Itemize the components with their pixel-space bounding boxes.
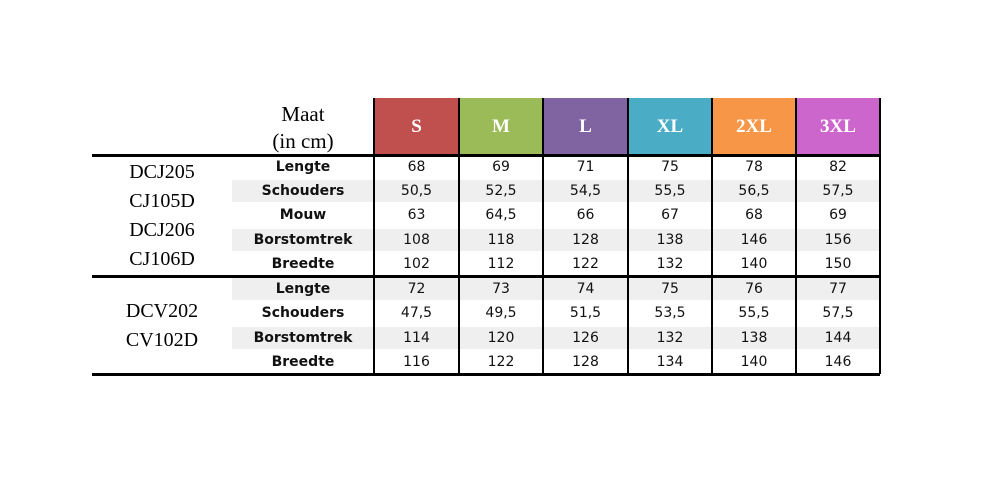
row-label: Schouders [232, 180, 374, 203]
cell-value: 134 [629, 350, 711, 374]
cell-value: 112 [460, 252, 542, 275]
row-label: Lengte [232, 156, 374, 179]
cell-value: 47,5 [375, 302, 458, 325]
header-subtitle: (in cm) [272, 128, 334, 153]
model-name: DCJ206 [129, 218, 195, 241]
cell-value: 51,5 [544, 302, 627, 325]
cell-value: 108 [375, 228, 458, 251]
cell-value: 144 [797, 326, 879, 349]
cell-value: 68 [375, 156, 458, 179]
rule [458, 98, 460, 374]
size-header: 3XL [796, 98, 880, 155]
row-label: Breedte [232, 350, 374, 374]
cell-value: 56,5 [713, 180, 795, 203]
rule [627, 98, 629, 374]
rule [879, 98, 881, 374]
row-label: Mouw [232, 204, 374, 227]
cell-value: 71 [544, 156, 627, 179]
cell-value: 146 [797, 350, 879, 374]
cell-value: 55,5 [629, 180, 711, 203]
cell-value: 68 [713, 204, 795, 227]
cell-value: 57,5 [797, 180, 879, 203]
cell-value: 49,5 [460, 302, 542, 325]
row-label: Borstomtrek [232, 228, 374, 251]
cell-value: 150 [797, 252, 879, 275]
cell-value: 126 [544, 326, 627, 349]
cell-value: 132 [629, 252, 711, 275]
cell-value: 102 [375, 252, 458, 275]
row-label: Lengte [232, 278, 374, 301]
model-name: DCJ205 [129, 160, 195, 183]
size-header: S [374, 98, 459, 155]
cell-value: 116 [375, 350, 458, 374]
size-header: XL [628, 98, 712, 155]
rule [795, 98, 797, 374]
cell-value: 75 [629, 278, 711, 301]
size-header: M [459, 98, 543, 155]
cell-value: 82 [797, 156, 879, 179]
header-title: Maat [281, 101, 325, 126]
cell-value: 77 [797, 278, 879, 301]
cell-value: 138 [713, 326, 795, 349]
cell-value: 53,5 [629, 302, 711, 325]
cell-value: 128 [544, 228, 627, 251]
cell-value: 132 [629, 326, 711, 349]
model-name: DCV202 [125, 299, 199, 322]
cell-value: 78 [713, 156, 795, 179]
size-header: 2XL [712, 98, 796, 155]
cell-value: 138 [629, 228, 711, 251]
row-label: Borstomtrek [232, 326, 374, 349]
cell-value: 69 [460, 156, 542, 179]
cell-value: 118 [460, 228, 542, 251]
cell-value: 156 [797, 228, 879, 251]
cell-value: 122 [460, 350, 542, 374]
cell-value: 114 [375, 326, 458, 349]
cell-value: 72 [375, 278, 458, 301]
rule [542, 98, 544, 374]
cell-value: 140 [713, 252, 795, 275]
row-label: Breedte [232, 252, 374, 275]
cell-value: 140 [713, 350, 795, 374]
rule [373, 98, 375, 374]
rule [92, 275, 880, 278]
cell-value: 67 [629, 204, 711, 227]
cell-value: 128 [544, 350, 627, 374]
rule [711, 98, 713, 374]
cell-value: 52,5 [460, 180, 542, 203]
cell-value: 50,5 [375, 180, 458, 203]
model-name: CV102D [125, 328, 199, 351]
rule [92, 154, 880, 157]
rule [92, 373, 880, 376]
size-header: L [543, 98, 628, 155]
cell-value: 122 [544, 252, 627, 275]
row-label: Schouders [232, 302, 374, 325]
cell-value: 76 [713, 278, 795, 301]
cell-value: 73 [460, 278, 542, 301]
cell-value: 74 [544, 278, 627, 301]
cell-value: 66 [544, 204, 627, 227]
cell-value: 69 [797, 204, 879, 227]
model-name: CJ105D [129, 189, 195, 212]
model-name: CJ106D [129, 247, 195, 270]
cell-value: 146 [713, 228, 795, 251]
cell-value: 54,5 [544, 180, 627, 203]
cell-value: 63 [375, 204, 458, 227]
cell-value: 55,5 [713, 302, 795, 325]
cell-value: 75 [629, 156, 711, 179]
cell-value: 120 [460, 326, 542, 349]
cell-value: 57,5 [797, 302, 879, 325]
cell-value: 64,5 [460, 204, 542, 227]
